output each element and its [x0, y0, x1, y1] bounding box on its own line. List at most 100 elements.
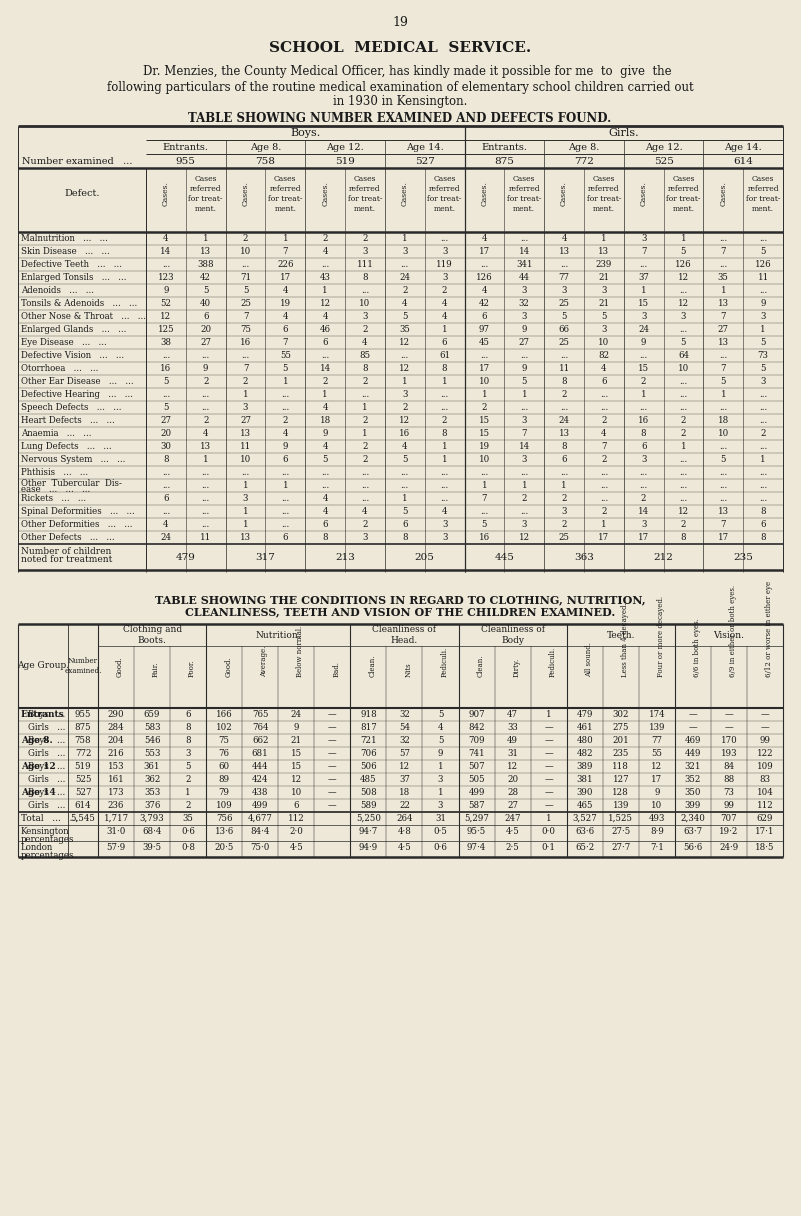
Text: 10: 10	[678, 364, 689, 373]
Text: 1: 1	[362, 429, 368, 438]
Text: 2: 2	[681, 429, 686, 438]
Text: Age 14.: Age 14.	[406, 142, 444, 152]
Text: ...: ...	[241, 468, 250, 477]
Text: Girls.: Girls.	[609, 128, 639, 137]
Text: 2: 2	[185, 801, 191, 810]
Text: 27·7: 27·7	[611, 843, 630, 852]
Text: 2: 2	[362, 325, 368, 334]
Text: —: —	[689, 710, 697, 719]
Text: 493: 493	[649, 814, 665, 823]
Text: 4: 4	[438, 724, 443, 732]
Text: 445: 445	[494, 552, 514, 562]
Text: Less than 4 decayed.: Less than 4 decayed.	[621, 602, 629, 677]
Text: 3: 3	[362, 247, 368, 257]
Text: 1: 1	[481, 482, 487, 490]
Text: 507: 507	[469, 762, 485, 771]
Text: 13: 13	[718, 299, 729, 308]
Text: 525: 525	[74, 775, 91, 784]
Text: Heart Defects   ...   ...: Heart Defects ... ...	[21, 416, 115, 426]
Text: 15: 15	[638, 364, 650, 373]
Text: ...: ...	[520, 468, 529, 477]
Text: 629: 629	[757, 814, 773, 823]
Text: 24: 24	[558, 416, 570, 426]
Text: 84: 84	[723, 762, 735, 771]
Text: 1: 1	[521, 390, 527, 399]
Text: 83: 83	[759, 775, 771, 784]
Text: 9: 9	[203, 364, 208, 373]
Text: ...: ...	[759, 286, 767, 295]
Text: Nervous System   ...   ...: Nervous System ... ...	[21, 455, 126, 465]
Text: 13: 13	[200, 441, 211, 451]
Text: 1: 1	[681, 441, 686, 451]
Text: 55: 55	[651, 749, 662, 758]
Text: 583: 583	[144, 724, 160, 732]
Text: ...: ...	[679, 468, 687, 477]
Text: 706: 706	[360, 749, 376, 758]
Text: 201: 201	[613, 736, 629, 745]
Text: 361: 361	[144, 762, 160, 771]
Text: 3: 3	[402, 390, 408, 399]
Text: Age 12: Age 12	[21, 762, 56, 771]
Text: ...: ...	[719, 468, 727, 477]
Text: Phthisis   ...   ...: Phthisis ... ...	[21, 468, 88, 477]
Text: 3: 3	[602, 286, 606, 295]
Text: 5: 5	[283, 364, 288, 373]
Text: 302: 302	[613, 710, 629, 719]
Text: 363: 363	[574, 552, 594, 562]
Text: 1: 1	[203, 455, 208, 465]
Text: 2: 2	[243, 233, 248, 243]
Text: 4: 4	[442, 313, 447, 321]
Text: 161: 161	[107, 775, 124, 784]
Text: 817: 817	[360, 724, 376, 732]
Text: 13: 13	[558, 429, 570, 438]
Text: 7: 7	[243, 364, 248, 373]
Text: 721: 721	[360, 736, 376, 745]
Text: Cleanliness of
Body: Cleanliness of Body	[481, 625, 545, 644]
Text: 525: 525	[654, 157, 674, 165]
Text: 709: 709	[469, 736, 485, 745]
Text: 14: 14	[519, 247, 529, 257]
Text: 102: 102	[215, 724, 232, 732]
Text: Girls   ...: Girls ...	[27, 801, 65, 810]
Text: 2: 2	[562, 494, 567, 503]
Text: 46: 46	[320, 325, 331, 334]
Text: 97: 97	[479, 325, 490, 334]
Text: 2: 2	[362, 377, 368, 385]
Text: 2: 2	[562, 520, 567, 529]
Text: 2: 2	[362, 233, 368, 243]
Text: Age 14: Age 14	[21, 788, 56, 796]
Text: 2: 2	[442, 416, 447, 426]
Text: ...: ...	[441, 468, 449, 477]
Text: 505: 505	[469, 775, 485, 784]
Text: 758: 758	[256, 157, 276, 165]
Text: noted for treatment: noted for treatment	[21, 556, 112, 564]
Text: 444: 444	[252, 762, 268, 771]
Text: 12: 12	[399, 338, 410, 347]
Text: 1: 1	[322, 286, 328, 295]
Text: 16: 16	[160, 364, 171, 373]
Text: 8·9: 8·9	[650, 827, 664, 837]
Text: 27: 27	[519, 338, 529, 347]
Text: 6/12 or worse in either eye: 6/12 or worse in either eye	[765, 581, 773, 677]
Text: 3: 3	[521, 520, 527, 529]
Text: 88: 88	[723, 775, 735, 784]
Text: —: —	[761, 724, 769, 732]
Text: 127: 127	[613, 775, 629, 784]
Text: 4: 4	[283, 286, 288, 295]
Text: 8: 8	[760, 533, 766, 542]
Text: Enlarged Tonsils   ...   ...: Enlarged Tonsils ... ...	[21, 274, 127, 282]
Text: Dirty.: Dirty.	[513, 658, 521, 677]
Text: 875: 875	[74, 724, 91, 732]
Text: ...: ...	[202, 520, 210, 529]
Text: Speech Defects   ...   ...: Speech Defects ... ...	[21, 402, 122, 412]
Text: 5: 5	[438, 736, 443, 745]
Text: 85: 85	[360, 351, 371, 360]
Text: 8: 8	[362, 364, 368, 373]
Text: 12: 12	[160, 313, 171, 321]
Text: Pediculi.: Pediculi.	[549, 647, 557, 677]
Text: 5,545: 5,545	[70, 814, 95, 823]
Text: 4: 4	[601, 429, 606, 438]
Text: 18: 18	[320, 416, 331, 426]
Text: ...: ...	[679, 494, 687, 503]
Text: 381: 381	[577, 775, 593, 784]
